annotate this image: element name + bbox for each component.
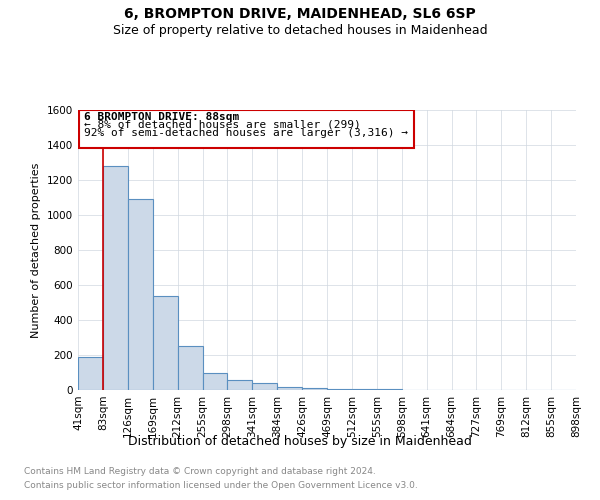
Bar [178, 346, 203, 390]
Bar [302, 388, 327, 390]
Text: Contains public sector information licensed under the Open Government Licence v3: Contains public sector information licen… [24, 481, 418, 490]
FancyBboxPatch shape [79, 110, 414, 148]
Bar [103, 166, 128, 390]
Bar [203, 372, 227, 390]
Text: 6 BROMPTON DRIVE: 88sqm: 6 BROMPTON DRIVE: 88sqm [84, 112, 239, 122]
Bar [227, 380, 253, 390]
Bar [152, 296, 178, 390]
Text: Size of property relative to detached houses in Maidenhead: Size of property relative to detached ho… [113, 24, 487, 37]
Y-axis label: Number of detached properties: Number of detached properties [31, 162, 41, 338]
Bar [277, 386, 302, 390]
Text: ← 8% of detached houses are smaller (299): ← 8% of detached houses are smaller (299… [84, 120, 361, 130]
Text: 6, BROMPTON DRIVE, MAIDENHEAD, SL6 6SP: 6, BROMPTON DRIVE, MAIDENHEAD, SL6 6SP [124, 8, 476, 22]
Bar [78, 357, 103, 390]
Text: 92% of semi-detached houses are larger (3,316) →: 92% of semi-detached houses are larger (… [84, 128, 408, 138]
Bar [327, 389, 352, 390]
Text: Contains HM Land Registry data © Crown copyright and database right 2024.: Contains HM Land Registry data © Crown c… [24, 468, 376, 476]
Text: Distribution of detached houses by size in Maidenhead: Distribution of detached houses by size … [128, 435, 472, 448]
Bar [253, 383, 277, 390]
Bar [128, 199, 153, 390]
